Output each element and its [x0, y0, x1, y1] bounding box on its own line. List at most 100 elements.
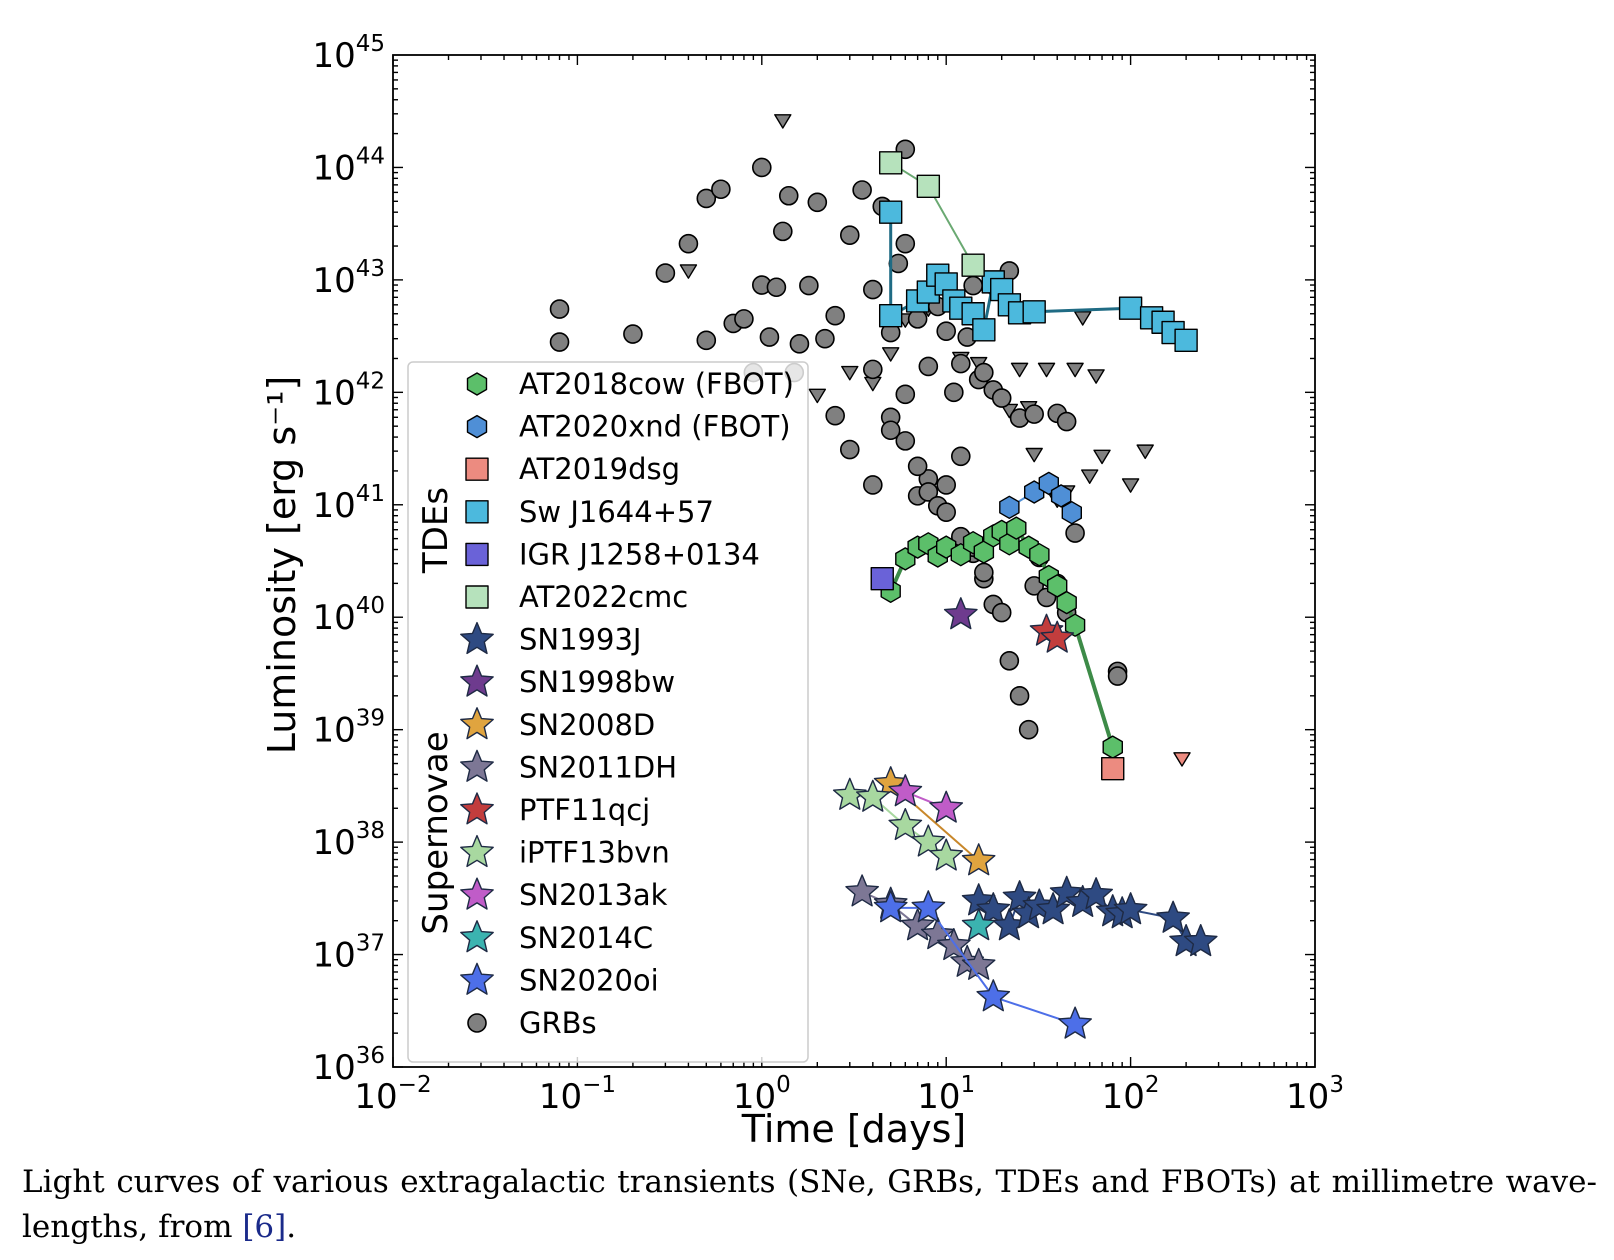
- data-point-grbs-75: [907, 456, 928, 477]
- data-point-sn2008d-1: [961, 843, 996, 876]
- legend-label-at2020xnd-fbot: AT2020xnd (FBOT): [519, 410, 791, 444]
- legend-item-at2022cmc: AT2022cmc: [465, 580, 688, 614]
- legend-item-sn1998bw: SN1998bw: [460, 664, 675, 699]
- data-point-sn2013ak-1: [929, 790, 964, 823]
- data-point-grbs-22: [825, 305, 845, 326]
- data-point-at2018cow-fbot-12: [1006, 516, 1027, 540]
- data-point-grbs-4: [678, 233, 699, 254]
- y-tick-label: 1039: [312, 706, 385, 751]
- legend-item-sn1993j: SN1993J: [460, 621, 641, 657]
- legend-item-sn2008d: SN2008D: [460, 707, 655, 742]
- data-point-sn2014c-0: [961, 908, 996, 941]
- data-point-grbs-5: [696, 330, 717, 351]
- data-point-at2020xnd-fbot-3: [1050, 484, 1072, 508]
- data-point-igr-j1258-0134-0: [870, 567, 894, 591]
- legend-label-ptf11qcj: PTF11qcj: [519, 793, 650, 827]
- data-point-sn1993j-6: [1036, 892, 1070, 925]
- legend-item-sn2014c: SN2014C: [460, 920, 653, 955]
- y-tick-label: 1037: [312, 931, 385, 976]
- data-point-grbs-49: [1065, 523, 1085, 543]
- x-tick-label: 101: [917, 1072, 975, 1117]
- data-point-grbs-73: [880, 420, 901, 441]
- legend-group-label-tdes: TDEs: [416, 487, 456, 574]
- data-point-grbs-81: [974, 562, 994, 583]
- data-point-grbs-31: [895, 233, 916, 254]
- legend-label-sn1998bw: SN1998bw: [519, 665, 675, 699]
- legend-marker-sn2008d: [460, 707, 494, 740]
- legend-item-grbs: GRBs: [467, 1006, 597, 1040]
- y-tick-label: 1042: [312, 368, 385, 413]
- data-point-sn1993j-9: [1079, 877, 1113, 910]
- data-point-sn1993j-13: [1156, 900, 1190, 933]
- data-point-grbs-18: [789, 334, 810, 354]
- legend-label-sn2008d: SN2008D: [519, 708, 655, 742]
- data-point-at2018cow-fbot-14: [1029, 543, 1050, 567]
- data-point-grb-upper-limits-19: [1066, 362, 1084, 378]
- data-point-grbs-33: [918, 356, 939, 377]
- data-point-grbs-2: [623, 324, 643, 344]
- series-sn2014c: [961, 908, 996, 941]
- data-point-at2019dsg-0: [1101, 756, 1125, 781]
- data-point-sw-j1644-57-19: [1174, 328, 1198, 353]
- legend-label-sn2013ak: SN2013ak: [519, 878, 668, 912]
- legend-item-iptf13bvn: iPTF13bvn: [460, 834, 670, 870]
- data-point-grbs-74: [895, 431, 916, 451]
- data-point-grbs-1: [549, 299, 570, 319]
- data-point-grb-upper-limits-2: [808, 388, 827, 404]
- data-point-grbs-61: [1009, 686, 1030, 706]
- y-tick-label: 1045: [312, 31, 385, 76]
- data-point-grbs-19: [799, 275, 819, 296]
- legend-group-label-supernovae: Supernovae: [416, 731, 456, 934]
- plot-frame: [392, 54, 1316, 1068]
- y-tick-label: 1041: [312, 481, 385, 526]
- data-point-sn2020oi-3: [1058, 1006, 1092, 1039]
- legend-item-sn2011dh: SN2011DH: [460, 749, 677, 784]
- data-point-sn2011dh-0: [845, 874, 879, 907]
- data-point-sn1993j-1: [976, 892, 1011, 925]
- legend: TDEs Supernovae AT2018cow (FBOT) AT2020xn…: [407, 361, 809, 1063]
- x-tick-label: 102: [1102, 1072, 1160, 1117]
- data-point-sw-j1644-57-15: [1118, 296, 1143, 320]
- legend-item-sw-j1644-57: Sw J1644+57: [465, 495, 714, 529]
- series-sn1993j: [961, 875, 1218, 957]
- data-point-grbs-20: [807, 192, 828, 213]
- legend-marker-sn1993j: [460, 621, 494, 655]
- data-point-iptf13bvn-3: [911, 824, 946, 857]
- data-point-grbs-59: [991, 602, 1012, 623]
- legend-item-sn2013ak: SN2013ak: [460, 877, 668, 912]
- data-point-ptf11qcj-1: [1040, 620, 1075, 653]
- data-point-at2022cmc-2: [961, 253, 985, 277]
- data-point-grbs-48: [1056, 411, 1077, 432]
- series-sn2013ak: [888, 774, 964, 823]
- citation-link[interactable]: [6]: [242, 1209, 287, 1245]
- data-point-grbs-26: [863, 279, 883, 300]
- data-point-grb-upper-limits-25: [1136, 444, 1154, 460]
- legend-label-sn2014c: SN2014C: [519, 921, 653, 955]
- data-point-at2018cow-fbot-17: [1056, 590, 1077, 615]
- legend-box: [407, 361, 809, 1063]
- caption-text: Light curves of various extragalactic tr…: [22, 1164, 1597, 1245]
- data-point-iptf13bvn-1: [856, 779, 890, 812]
- series-line-sn2020oi: [890, 906, 1076, 1026]
- x-tick-label: 103: [1286, 1072, 1344, 1117]
- legend-label-sw-j1644-57: Sw J1644+57: [519, 495, 714, 529]
- data-point-grbs-9: [734, 309, 754, 329]
- data-point-grb-upper-limits-16: [1037, 362, 1056, 378]
- data-point-at2019dsg-upper-limit-0: [1173, 752, 1191, 767]
- data-point-iptf13bvn-4: [929, 838, 964, 871]
- data-point-sw-j1644-57-1: [878, 304, 903, 328]
- data-point-grbs-54: [936, 475, 957, 495]
- data-point-grbs-76: [918, 482, 939, 502]
- data-point-at2020xnd-fbot-4: [1061, 501, 1082, 525]
- y-tick-label: 1038: [312, 818, 385, 863]
- data-point-grbs-72: [863, 475, 883, 495]
- data-point-grbs-78: [936, 502, 957, 522]
- data-point-sw-j1644-57-14: [1022, 300, 1046, 324]
- legend-marker-sn2020oi: [460, 962, 494, 995]
- chart: 10−2 10−1 100 101 102 103 1036 1037 1038 1039 1040…: [260, 31, 1344, 1150]
- legend-marker-at2022cmc: [465, 585, 489, 609]
- data-point-grbs-25: [863, 359, 883, 380]
- x-tick-label: 100: [733, 1072, 791, 1117]
- data-point-grb-upper-limits-5: [881, 347, 900, 362]
- series-at2022cmc: [878, 151, 985, 277]
